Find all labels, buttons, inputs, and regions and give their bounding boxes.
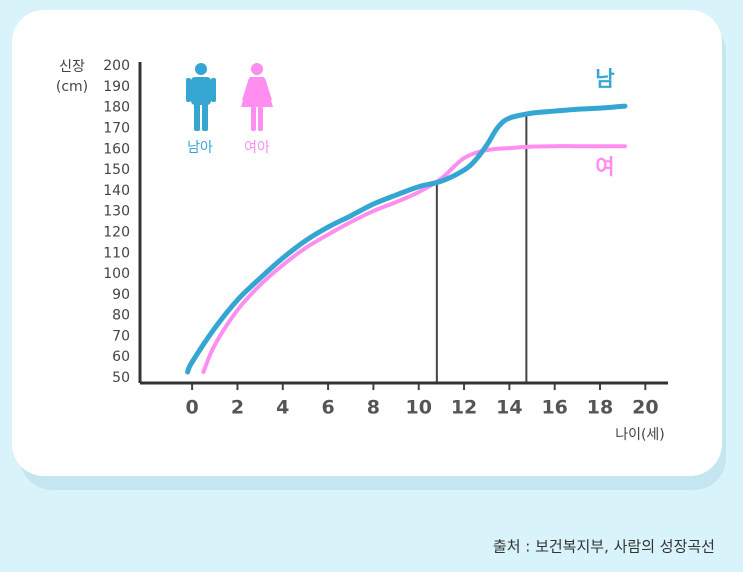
x-tick-label: 4 [276, 397, 289, 419]
y-tick-label: 200 [103, 58, 130, 74]
series-label: 남 [595, 67, 614, 91]
x-axis-label: 나이(세) [615, 427, 665, 443]
y-tick-label: 130 [103, 204, 130, 220]
legend-label: 여아 [244, 140, 270, 156]
y-tick-label: 80 [112, 308, 130, 324]
source: 출처 : 보건복지부, 사람의 성장곡선 [493, 538, 715, 556]
series-line [185, 103, 628, 375]
x-tick-label: 2 [231, 397, 244, 419]
y-tick-label: 70 [112, 328, 130, 344]
x-tick-label: 12 [451, 397, 477, 419]
y-tick-label: 160 [103, 141, 130, 157]
male-icon [186, 63, 216, 131]
x-tick-label: 0 [186, 397, 199, 419]
y-axis-label: (cm) [56, 79, 88, 95]
x-tick-label: 14 [496, 397, 522, 419]
y-tick-label: 110 [103, 245, 130, 261]
y-tick-label: 140 [103, 183, 130, 199]
x-tick-label: 18 [587, 397, 613, 419]
y-tick-label: 50 [112, 370, 130, 386]
y-tick-label: 90 [112, 287, 130, 303]
x-tick-label: 20 [632, 397, 658, 419]
y-tick-label: 60 [112, 349, 130, 365]
y-tick-label: 180 [103, 100, 130, 116]
y-tick-label: 190 [103, 79, 130, 95]
female-icon [241, 63, 273, 131]
y-tick-label: 170 [103, 121, 130, 137]
y-tick-label: 100 [103, 266, 130, 282]
y-tick-label: 150 [103, 162, 130, 178]
x-tick-label: 6 [321, 397, 334, 419]
x-tick-label: 8 [367, 397, 380, 419]
series-line [201, 144, 627, 374]
y-axis-label: 신장 [59, 59, 85, 75]
x-tick-label: 10 [406, 397, 432, 419]
y-tick-label: 120 [103, 224, 130, 240]
x-tick-label: 16 [541, 397, 567, 419]
series-label: 여 [595, 155, 614, 179]
card [12, 10, 722, 476]
legend-label: 남아 [187, 140, 213, 156]
